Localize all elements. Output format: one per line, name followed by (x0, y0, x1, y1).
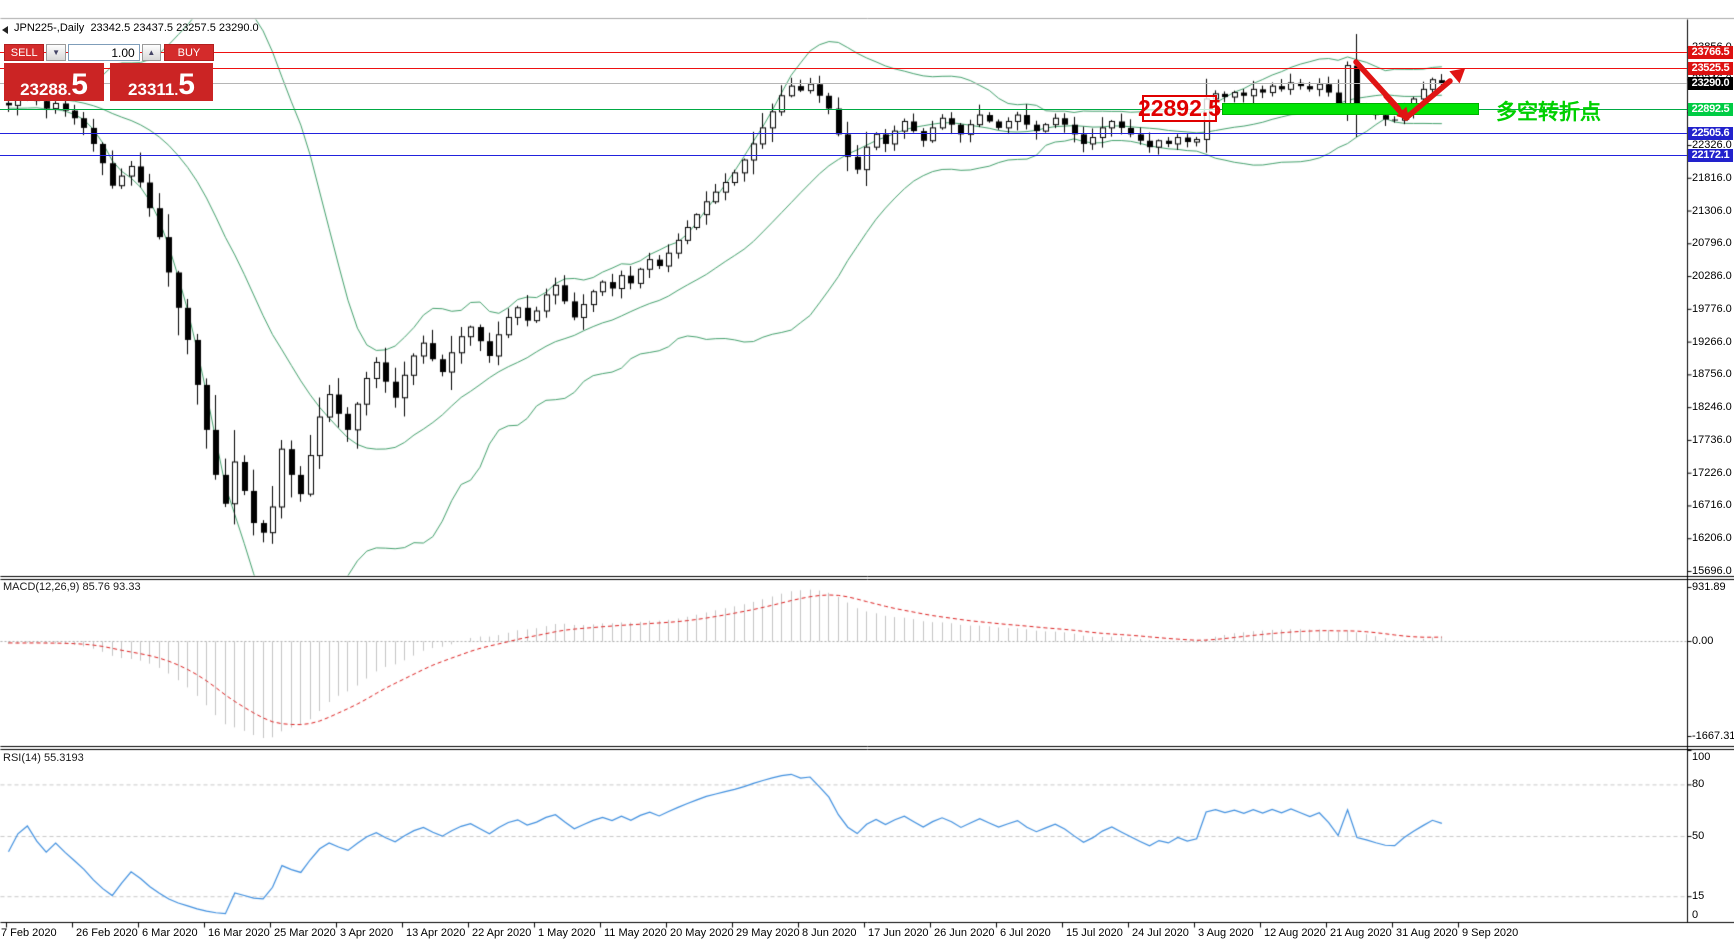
volume-decrease-button[interactable]: ▼ (46, 44, 66, 61)
price-tick: 15696.0 (1692, 564, 1732, 577)
date-label: 8 Jun 2020 (802, 927, 857, 939)
price-badge-23290.0: 23290.0 (1688, 77, 1733, 90)
buy-button[interactable]: BUY (163, 44, 214, 61)
date-label: 3 Apr 2020 (340, 927, 394, 939)
date-label: 26 Feb 2020 (76, 927, 138, 939)
date-label: 24 Jul 2020 (1132, 927, 1189, 939)
rsi-label: RSI(14) 55.3193 (3, 752, 84, 764)
date-label: 15 Jul 2020 (1066, 927, 1123, 939)
price-tick: 21816.0 (1692, 171, 1732, 184)
price-tick: 18246.0 (1692, 401, 1732, 414)
volume-input[interactable] (67, 44, 140, 61)
rsi-axis-tick: 0 (1692, 909, 1699, 921)
price-tick: 19266.0 (1692, 335, 1732, 348)
date-label: 7 Feb 2020 (1, 927, 57, 939)
sell-price-dot: . (67, 82, 72, 98)
chart-title: JPN225-,Daily 23342.5 23437.5 23257.5 23… (14, 22, 259, 34)
macd-label: MACD(12,26,9) 85.76 93.33 (3, 581, 141, 593)
price-badge-22505.6: 22505.6 (1688, 127, 1733, 140)
pivot-line-22892[interactable] (0, 109, 1687, 110)
price-badge-23766.5: 23766.5 (1688, 46, 1733, 59)
sell-price-int: 23288 (20, 80, 68, 99)
sell-price-frac: 5 (71, 68, 88, 101)
macd-axis-tick: 0.00 (1692, 635, 1714, 647)
price-tick: 17226.0 (1692, 466, 1732, 479)
macd-axis-tick: -1667.31 (1692, 730, 1734, 742)
price-badge-22892.5: 22892.5 (1688, 103, 1733, 116)
date-label: 6 Jul 2020 (1000, 927, 1051, 939)
date-label: 25 Mar 2020 (274, 927, 336, 939)
one-click-trading-panel: SELL ▼ ▲ BUY 23288.5 23311.5 (4, 44, 214, 101)
rsi-axis-tick: 80 (1692, 778, 1705, 791)
buy-price-display[interactable]: 23311. 5 (110, 63, 213, 101)
date-label: 17 Jun 2020 (868, 927, 929, 939)
sell-button[interactable]: SELL (4, 44, 45, 61)
price-tick: 19776.0 (1692, 302, 1732, 315)
price-tick: 16716.0 (1692, 499, 1732, 512)
price-tick: 20286.0 (1692, 270, 1732, 283)
level-price-box[interactable]: 22892.5 (1137, 95, 1222, 122)
date-label: 1 May 2020 (538, 927, 596, 939)
up-arrow-line (1383, 78, 1453, 121)
volume-increase-button[interactable]: ▲ (141, 44, 161, 61)
date-label: 21 Aug 2020 (1330, 927, 1392, 939)
date-label: 3 Aug 2020 (1198, 927, 1254, 939)
date-label: 16 Mar 2020 (208, 927, 270, 939)
date-label: 11 May 2020 (604, 927, 667, 939)
buy-price-int: 23311 (128, 80, 175, 99)
collapse-tree-icon[interactable] (2, 26, 8, 34)
support-line-22505[interactable] (0, 133, 1687, 134)
chart-ohlc-values: 23342.5 23437.5 23257.5 23290.0 (90, 22, 259, 34)
buy-price-dot: . (174, 82, 179, 98)
date-label: 20 May 2020 (670, 927, 734, 939)
buy-price-frac: 5 (178, 68, 195, 101)
date-label: 12 Aug 2020 (1264, 927, 1326, 939)
resistance-line-23766[interactable] (0, 52, 1687, 53)
chart-symbol-period: JPN225-,Daily (14, 22, 85, 34)
date-label: 6 Mar 2020 (142, 927, 198, 939)
date-label: 22 Apr 2020 (472, 927, 532, 939)
price-tick: 20796.0 (1692, 237, 1732, 250)
bid-price-line[interactable] (0, 83, 1687, 84)
support-line-22172[interactable] (0, 155, 1687, 156)
macd-axis-tick: 931.89 (1692, 581, 1726, 593)
down-arrowhead (1396, 106, 1410, 121)
price-tick: 21306.0 (1692, 204, 1732, 217)
price-tick: 16206.0 (1692, 532, 1732, 545)
trend-arrows-annotation[interactable] (1330, 48, 1490, 138)
date-label: 31 Aug 2020 (1396, 927, 1458, 939)
price-tick: 22326.0 (1692, 139, 1732, 151)
price-tick: 17736.0 (1692, 433, 1732, 446)
rsi-axis-tick: 100 (1692, 751, 1711, 763)
resistance-line-23525[interactable] (0, 68, 1687, 69)
up-arrowhead (1449, 68, 1466, 84)
price-badge-23525.5: 23525.5 (1688, 62, 1733, 75)
date-label: 9 Sep 2020 (1462, 927, 1519, 939)
pivot-annotation-text[interactable]: 多空转折点 (1496, 101, 1601, 124)
price-badge-22172.1: 22172.1 (1688, 149, 1733, 162)
rsi-axis-tick: 15 (1692, 890, 1705, 903)
sell-price-display[interactable]: 23288. 5 (4, 63, 104, 101)
date-label: 26 Jun 2020 (934, 927, 995, 939)
price-tick: 18756.0 (1692, 368, 1732, 381)
rsi-axis-tick: 50 (1692, 830, 1705, 842)
date-label: 29 May 2020 (736, 927, 800, 939)
date-label: 13 Apr 2020 (406, 927, 466, 939)
